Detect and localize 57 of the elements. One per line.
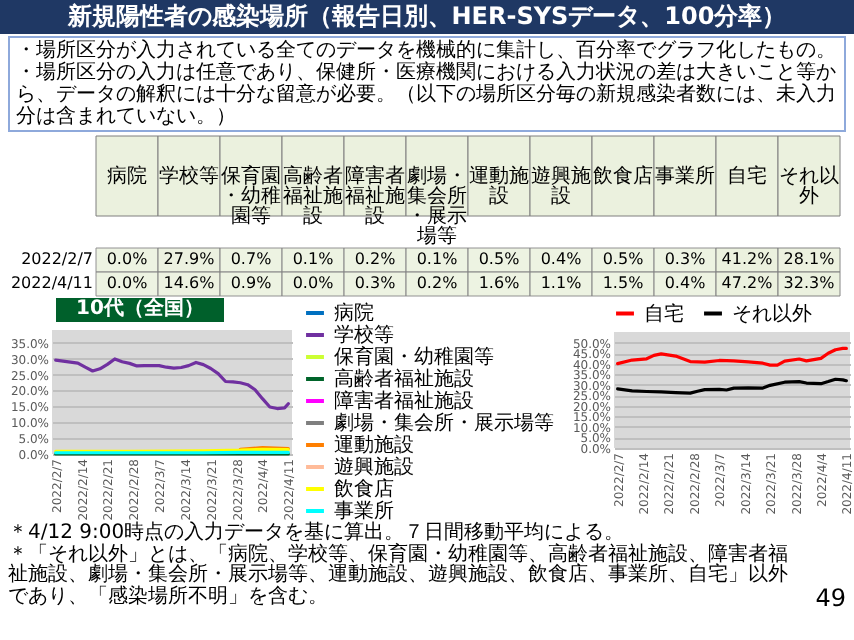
data-label: 0.1% xyxy=(292,250,335,268)
data-label: 0.7% xyxy=(230,250,273,268)
legend-label: 自宅 xyxy=(644,301,684,326)
y-tick-label: 2022/2/7 xyxy=(21,250,93,268)
data-label: 0.4% xyxy=(664,274,707,292)
data-label: 0.3% xyxy=(354,274,397,292)
legend-label: 病院 xyxy=(334,301,374,325)
x-tick-label: 保育園・幼稚園等 xyxy=(221,164,281,228)
data-label: 28.1% xyxy=(783,250,836,268)
x-tick-label: 運動施設 xyxy=(469,164,529,208)
legend-label: それ以外 xyxy=(732,301,812,326)
text: 49 xyxy=(815,583,846,611)
x-tick-label: 学校等 xyxy=(159,164,219,188)
data-label: 0.3% xyxy=(664,250,707,268)
data-label: 1.5% xyxy=(602,274,645,292)
data-label: 0.0% xyxy=(106,274,149,292)
data-label: 0.0% xyxy=(292,274,335,292)
data-label: 0.0% xyxy=(106,250,149,268)
x-tick-label: それ以外 xyxy=(779,164,839,208)
text: ＊「それ以外」とは、「病院、学校等、保育園・幼稚園等、高齢者福祉施設、障害者福祉施設、劇場・集会所・展示場等、運動施設、遊興施設、飲食店、事業所、自宅」以外であり、「感染場所不明」を含む。 xyxy=(8,543,790,608)
legend-label: 高齢者福祉施設 xyxy=(334,367,474,391)
line-series xyxy=(616,377,848,395)
legend-label: 障害者福祉施設 xyxy=(334,389,474,413)
data-label: 14.6% xyxy=(163,274,216,292)
data-label: 0.4% xyxy=(540,250,583,268)
x-tick-label: 自宅 xyxy=(727,164,767,188)
legend-label: 学校等 xyxy=(334,323,394,347)
data-label: 41.2% xyxy=(721,250,774,268)
x-tick-label: 飲食店 xyxy=(593,164,653,188)
data-label: 0.1% xyxy=(416,250,459,268)
legend-label: 劇場・集会所・展示場等 xyxy=(334,411,554,435)
text: ・場所区分の入力は任意であり、保健所・医療機関における入力状況の差は大きいこと等から、データの解釈には十分な留意が必要。（以下の場所区分毎の新規感染者数には、未入力分は含まれていない。） xyxy=(16,62,838,128)
x-tick-label: 遊興施設 xyxy=(531,164,591,208)
chart-title: 10代（全国） xyxy=(56,298,224,322)
x-tick-label: 劇場・集会所・展示場等 xyxy=(407,164,467,248)
x-tick-label: 事業所 xyxy=(655,164,715,188)
data-label: 0.5% xyxy=(602,250,645,268)
y-tick-label: 2022/4/11 xyxy=(10,274,93,292)
x-tick-label: 障害者福祉施設 xyxy=(345,164,405,228)
chart-title: 新規陽性者の感染場所（報告日別、HER-SYSデータ、100分率） xyxy=(0,0,854,34)
data-label: 1.1% xyxy=(540,274,583,292)
data-label: 0.5% xyxy=(478,250,521,268)
legend-label: 保育園・幼稚園等 xyxy=(334,345,494,369)
data-label: 0.2% xyxy=(416,274,459,292)
text: ・場所区分が入力されている全てのデータを機械的に集計し、百分率でグラフ化したもの。 xyxy=(16,40,838,62)
data-label: 0.2% xyxy=(354,250,397,268)
x-tick-label: 高齢者福祉施設 xyxy=(283,164,343,228)
line-series xyxy=(54,357,290,411)
text: ＊4/12 9:00時点の入力データを基に算出。７日間移動平均による。 xyxy=(8,522,625,544)
line-series xyxy=(616,346,848,367)
x-tick-label: 病院 xyxy=(107,164,147,188)
data-label: 1.6% xyxy=(478,274,521,292)
legend-label: 運動施設 xyxy=(334,433,414,457)
data-label: 0.9% xyxy=(230,274,273,292)
data-label: 27.9% xyxy=(163,250,216,268)
data-label: 47.2% xyxy=(721,274,774,292)
data-label: 32.3% xyxy=(783,274,836,292)
